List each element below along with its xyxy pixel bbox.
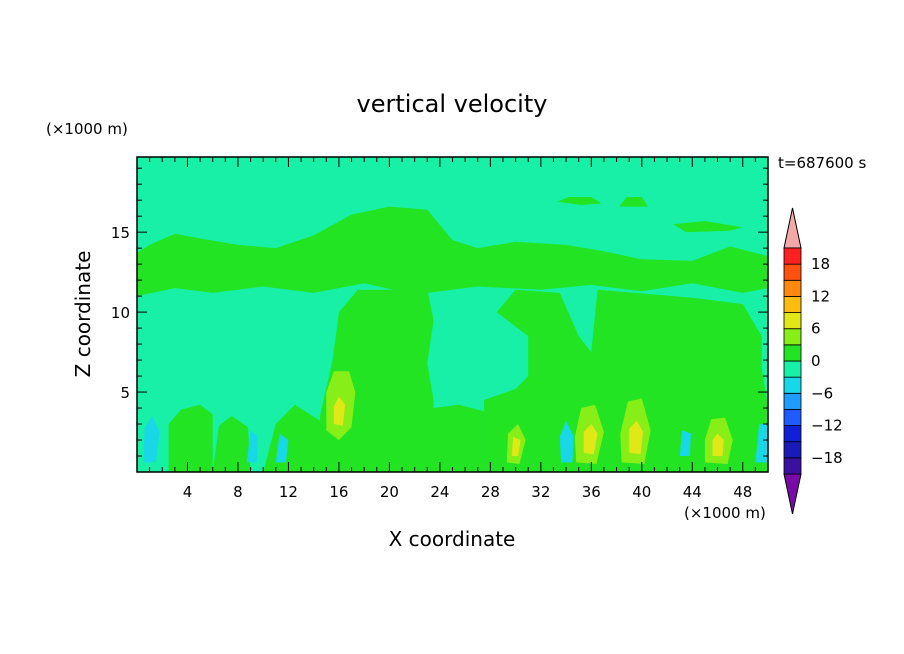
contour-top-patch-a bbox=[557, 197, 602, 205]
colorbar-box bbox=[783, 312, 802, 330]
x-tick-label: 4 bbox=[183, 483, 193, 501]
colorbar-box bbox=[783, 279, 802, 297]
contour-core-16 bbox=[333, 396, 346, 426]
colorbar-tick-label: 12 bbox=[811, 287, 830, 305]
colorbar-box bbox=[783, 328, 802, 346]
x-tick-label: 12 bbox=[279, 483, 298, 501]
colorbar-box bbox=[783, 457, 802, 475]
colorbar-tick-label: 0 bbox=[811, 352, 821, 370]
contour-cyan-3 bbox=[275, 433, 289, 463]
y-tick-label: 10 bbox=[111, 304, 130, 322]
contour-cyan-4 bbox=[559, 420, 574, 463]
colorbar-tick-label: −6 bbox=[811, 384, 833, 402]
contour-cyan-5 bbox=[679, 430, 691, 456]
contour-cyan-6 bbox=[755, 424, 768, 463]
colorbar-box bbox=[783, 425, 802, 443]
colorbar-top-arrow bbox=[783, 207, 802, 249]
x-tick-label: 24 bbox=[430, 483, 449, 501]
contour-top-patch-c bbox=[673, 221, 743, 233]
contour-top-patch-b bbox=[619, 197, 649, 207]
plot-area bbox=[136, 156, 769, 473]
y-unit-label: (×1000 m) bbox=[46, 120, 128, 138]
y-axis: 5 10 15 bbox=[111, 167, 768, 457]
colorbar-bottom-arrow bbox=[783, 473, 802, 515]
x-tick-label: 28 bbox=[481, 483, 500, 501]
x-tick-label: 16 bbox=[329, 483, 348, 501]
contour-strip-24-28 bbox=[433, 404, 485, 472]
contour-low-left-b bbox=[212, 416, 251, 472]
y-axis-label: Z coordinate bbox=[71, 251, 95, 378]
colorbar-box bbox=[783, 409, 802, 426]
x-tick-label: 32 bbox=[531, 483, 550, 501]
x-tick-label: 40 bbox=[632, 483, 651, 501]
contour-core-30 bbox=[511, 436, 521, 456]
x-tick-label: 8 bbox=[233, 483, 243, 501]
colorbar-box bbox=[783, 296, 802, 313]
colorbar-tick-label: −12 bbox=[811, 417, 843, 435]
x-unit-label: (×1000 m) bbox=[684, 504, 766, 522]
colorbar-box bbox=[783, 376, 802, 394]
colorbar-tick-label: −18 bbox=[811, 449, 843, 467]
contour-core-39 bbox=[629, 420, 644, 455]
x-axis: 4 8 12 16 20 24 28 32 36 40 44 48 bbox=[149, 157, 756, 501]
contour-core-46 bbox=[712, 433, 724, 456]
x-tick-label: 36 bbox=[582, 483, 601, 501]
x-tick-label: 20 bbox=[380, 483, 399, 501]
y-tick-label: 5 bbox=[120, 384, 130, 402]
x-tick-label: 44 bbox=[683, 483, 702, 501]
colorbar-box bbox=[783, 247, 802, 265]
time-label: t=687600 s bbox=[778, 154, 866, 172]
colorbar-tick-label: 18 bbox=[811, 255, 830, 273]
colorbar-box bbox=[783, 392, 802, 410]
x-tick-label: 48 bbox=[733, 483, 752, 501]
colorbar-box bbox=[783, 441, 802, 459]
contour-low-left-a bbox=[168, 404, 213, 472]
colorbar-box bbox=[783, 344, 802, 362]
y-tick-label: 15 bbox=[111, 224, 130, 242]
chart-title: vertical velocity bbox=[357, 90, 548, 118]
contour-upper-band bbox=[137, 206, 768, 297]
contour-regions bbox=[137, 197, 768, 472]
contour-cyan-2 bbox=[246, 430, 259, 463]
contour-core-36 bbox=[583, 424, 598, 455]
colorbar-box bbox=[783, 360, 802, 378]
contour-cyan-1 bbox=[143, 416, 160, 463]
contour-updraft-right bbox=[484, 289, 768, 472]
colorbar-box bbox=[783, 263, 802, 281]
colorbar: 18 12 6 0 −6 −12 −18 bbox=[783, 207, 843, 515]
x-axis-label: X coordinate bbox=[389, 527, 516, 551]
colorbar-tick-label: 6 bbox=[811, 320, 821, 338]
